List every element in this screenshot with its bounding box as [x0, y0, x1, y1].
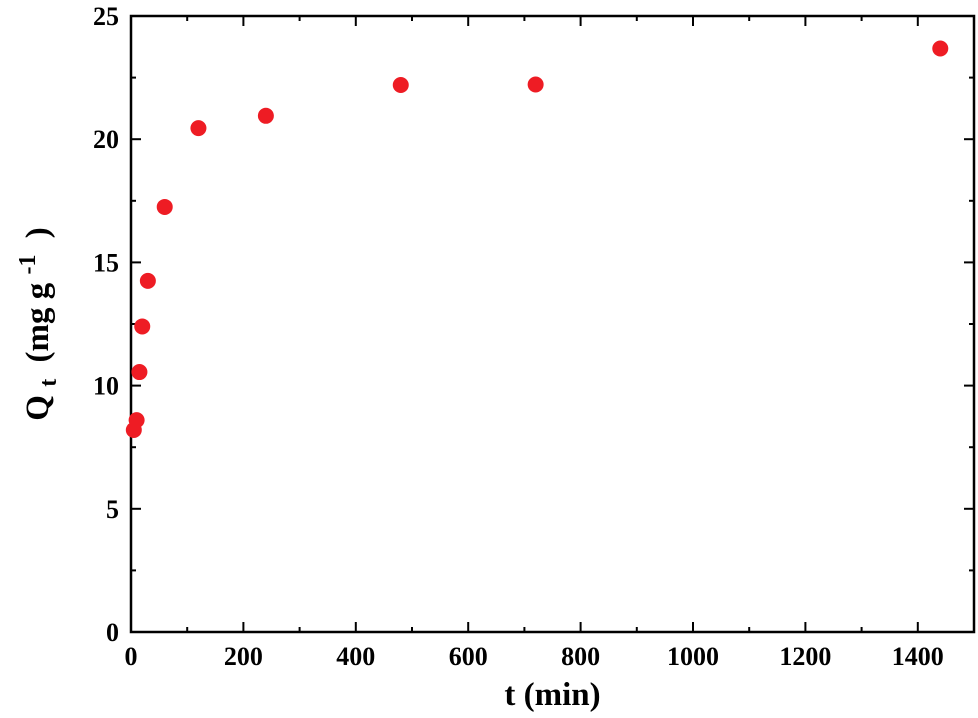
x-axis-ticks: 0 200 400 600 800 1000 1200 1400: [125, 16, 944, 671]
data-point: [131, 364, 148, 381]
y-tick-label: 15: [93, 248, 119, 277]
y-axis-ticks: 0 5 10 15 20 25: [93, 2, 974, 647]
x-tick-label: 600: [449, 642, 488, 671]
y-axis-title-main: Q: [20, 395, 56, 421]
data-point: [156, 198, 173, 215]
y-axis-title-close: ): [20, 227, 56, 238]
x-tick-label: 0: [125, 642, 138, 671]
y-tick-label: 20: [93, 125, 119, 154]
y-tick-label: 25: [93, 2, 119, 31]
x-tick-label: 800: [561, 642, 600, 671]
data-point: [139, 272, 156, 289]
y-axis-title-subscript: t: [36, 379, 62, 387]
axes-box: [129, 14, 976, 634]
plot-frame: [129, 14, 976, 634]
x-axis-title: t (min): [504, 677, 600, 713]
y-axis-title: Q t (mg g -1 ): [7, 227, 64, 420]
data-point: [932, 40, 949, 57]
y-tick-label: 10: [93, 372, 119, 401]
data-point: [392, 76, 409, 93]
x-tick-label: 200: [224, 642, 263, 671]
x-tick-label: 1400: [892, 642, 944, 671]
x-tick-label: 1200: [779, 642, 831, 671]
y-axis-title-superscript: -1: [15, 255, 41, 275]
x-tick-label: 1000: [667, 642, 719, 671]
y-tick-label: 0: [106, 618, 119, 647]
data-points: [125, 40, 949, 438]
data-point: [257, 107, 274, 124]
data-point: [134, 318, 151, 335]
data-point: [128, 412, 145, 429]
data-point: [527, 76, 544, 93]
x-tick-label: 400: [336, 642, 375, 671]
data-point: [190, 120, 207, 137]
y-axis-title-units: (mg g: [20, 282, 56, 362]
y-tick-label: 5: [106, 495, 119, 524]
